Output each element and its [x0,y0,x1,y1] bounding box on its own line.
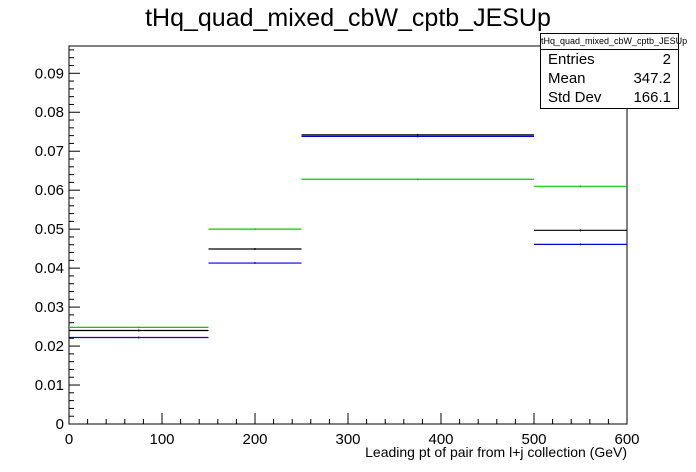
stats-row-mean: Mean 347.2 [541,69,678,88]
stats-row-stddev: Std Dev 166.1 [541,88,678,107]
x-tick-label: 500 [521,431,546,448]
stats-stddev-value: 166.1 [633,89,671,106]
y-tick-label: 0.02 [35,338,64,355]
x-axis-label: Leading pt of pair from l+j collection (… [365,444,627,460]
stats-entries-label: Entries [548,51,595,68]
y-tick-label: 0.04 [35,260,64,277]
y-tick-label: 0.01 [35,377,64,394]
stats-box: tHq_quad_mixed_cbW_cptb_JESUp Entries 2 … [540,33,687,109]
y-tick-label: 0 [56,416,64,433]
y-tick-label: 0.06 [35,182,64,199]
x-tick-label: 200 [242,431,267,448]
y-tick-label: 0.09 [35,65,64,82]
y-tick-label: 0.07 [35,143,64,160]
y-tick-label: 0.05 [35,221,64,238]
stats-row-entries: Entries 2 [541,50,678,69]
x-tick-label: 400 [428,431,453,448]
x-tick-label: 100 [149,431,174,448]
stats-mean-value: 347.2 [633,70,671,87]
stats-entries-value: 2 [662,51,671,68]
stats-mean-label: Mean [548,70,586,87]
y-tick-label: 0.08 [35,104,64,121]
stats-box-title: tHq_quad_mixed_cbW_cptb_JESUp [541,34,687,50]
x-tick-label: 0 [65,431,73,448]
chart-title: tHq_quad_mixed_cbW_cptb_JESUp [145,4,551,32]
x-tick-label: 300 [335,431,360,448]
y-tick-label: 0.03 [35,299,64,316]
x-tick-label: 600 [614,431,639,448]
stats-stddev-label: Std Dev [548,89,602,106]
